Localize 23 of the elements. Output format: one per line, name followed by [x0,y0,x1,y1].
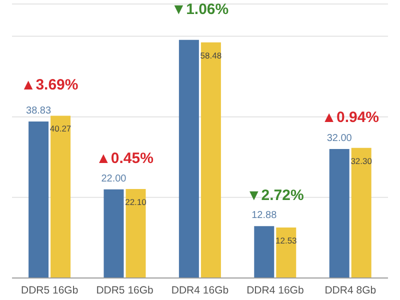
bar [200,42,221,278]
annotation: ▼1.06% [171,1,229,18]
bar [50,116,71,278]
data-label: 32.00 [326,133,352,144]
x-tick-label: DDR5 16Gb [21,284,78,296]
bar [329,149,350,278]
data-label: 38.83 [26,106,52,117]
annotation: ▲3.69% [20,76,78,94]
annotation: ▲0.45% [96,150,154,167]
bar [28,122,49,278]
bar [254,226,274,278]
x-tick-label: DDR4 16Gb [246,284,304,296]
bar [351,148,372,278]
annotation: ▲0.94% [322,108,380,126]
bar [178,40,199,278]
x-tick-label: DDR4 8Gb [324,284,376,296]
data-label: 22.00 [101,173,127,184]
x-tick-label: DDR4 16Gb [171,284,229,296]
bar [126,188,146,278]
x-tick-label: DDR5 16Gb [96,284,154,296]
bar [104,189,124,278]
annotation: ▼2.72% [246,187,304,204]
data-label: 12.88 [252,210,278,222]
